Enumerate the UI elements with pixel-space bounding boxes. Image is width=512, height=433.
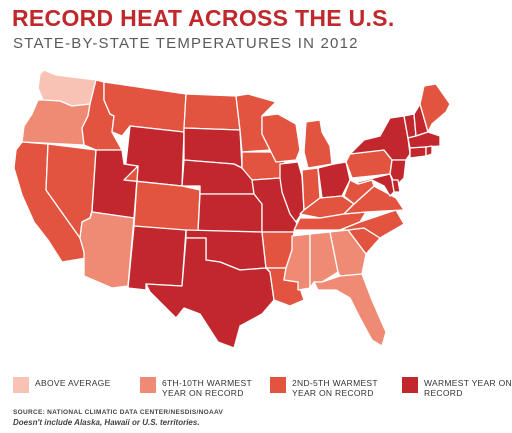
legend-swatch bbox=[402, 377, 418, 393]
legend-swatch bbox=[140, 377, 156, 393]
state-az bbox=[79, 211, 135, 289]
state-tx bbox=[145, 237, 275, 349]
state-fl bbox=[313, 273, 387, 347]
page-title: RECORD HEAT ACROSS THE U.S. bbox=[12, 5, 395, 31]
state-nc bbox=[339, 209, 405, 239]
legend-label: ABOVE AVERAGE bbox=[35, 378, 111, 388]
state-wi bbox=[261, 113, 301, 163]
state-il bbox=[279, 161, 305, 223]
source-note: SOURCE: NATIONAL CLIMATIC DATA CENTER/NE… bbox=[13, 409, 224, 416]
us-state-map bbox=[13, 69, 451, 349]
legend-swatch bbox=[13, 377, 29, 393]
state-ks bbox=[197, 193, 263, 233]
legend-label: 6TH-10TH WARMEST YEAR ON RECORD bbox=[162, 378, 252, 398]
state-mi bbox=[303, 119, 333, 169]
state-ri bbox=[425, 145, 433, 157]
state-ct bbox=[409, 146, 427, 159]
state-md bbox=[357, 173, 395, 197]
state-or bbox=[21, 99, 91, 146]
legend-swatch bbox=[270, 377, 286, 393]
legend-label: 2ND-5TH WARMEST YEAR ON RECORD bbox=[292, 378, 378, 398]
state-nd bbox=[183, 93, 241, 131]
legend-label: WARMEST YEAR ON RECORD bbox=[424, 378, 512, 398]
page-subtitle: STATE-BY-STATE TEMPERATURES IN 2012 bbox=[13, 35, 359, 52]
state-me bbox=[419, 83, 451, 133]
state-nm bbox=[127, 225, 187, 291]
coverage-note: Doesn't include Alaska, Hawaii or U.S. t… bbox=[13, 418, 200, 427]
